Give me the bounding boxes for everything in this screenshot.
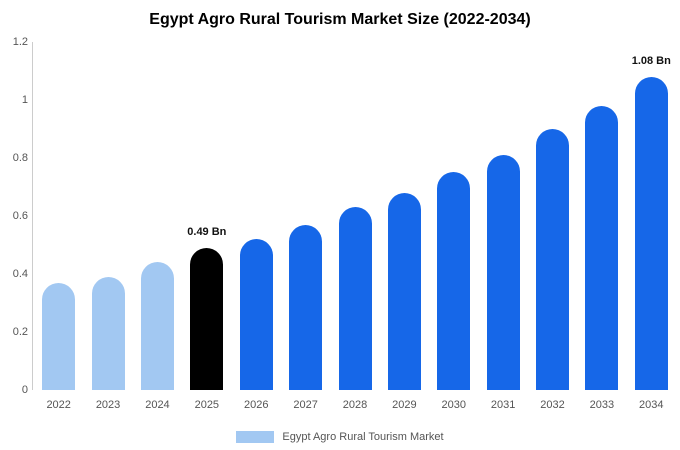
y-axis-label: 1.2 [12, 36, 28, 48]
x-axis-label: 2027 [293, 399, 318, 411]
bar-2027 [289, 225, 323, 390]
bar-2032 [536, 129, 570, 390]
x-axis-label: 2023 [95, 399, 121, 411]
bar-2025 [190, 248, 224, 390]
bar-2024 [140, 262, 174, 390]
y-axis-label: 0.4 [12, 268, 28, 280]
y-axis-label: 0.2 [12, 326, 28, 338]
x-axis-label: 2025 [194, 399, 220, 411]
x-axis-label: 2030 [441, 399, 466, 411]
bar-2034 [634, 77, 668, 390]
bar-2030 [437, 172, 471, 390]
data-label-2025: 0.49 Bn [187, 226, 227, 238]
data-label-2034: 1.08 Bn [631, 55, 671, 67]
x-axis-label: 2033 [589, 399, 615, 411]
y-axis-label: 1 [21, 94, 28, 106]
chart-title: Egypt Agro Rural Tourism Market Size (20… [149, 11, 531, 28]
bar-2026 [239, 239, 273, 390]
bar-2023 [91, 277, 125, 390]
x-axis-label: 2034 [639, 399, 664, 411]
y-axis-line [32, 42, 33, 390]
x-axis-label: 2028 [342, 399, 368, 411]
bar-2022 [42, 283, 76, 390]
y-axis-label: 0.8 [12, 152, 28, 164]
bar-2028 [338, 207, 372, 390]
x-axis-label: 2031 [490, 399, 516, 411]
bar-2033 [585, 106, 619, 390]
legend: Egypt Agro Rural Tourism Market [0, 431, 680, 443]
x-axis-label: 2029 [392, 399, 417, 411]
x-axis-label: 2022 [46, 399, 71, 411]
y-axis-label: 0.6 [12, 210, 28, 222]
legend-swatch [236, 431, 275, 443]
y-axis-label: 0 [21, 384, 28, 396]
bar-2031 [486, 155, 520, 390]
x-axis-label: 2026 [243, 399, 269, 411]
x-axis-label: 2032 [540, 399, 565, 411]
legend-label: Egypt Agro Rural Tourism Market [282, 431, 444, 443]
bar-2029 [387, 193, 421, 390]
x-axis-label: 2024 [145, 399, 170, 411]
